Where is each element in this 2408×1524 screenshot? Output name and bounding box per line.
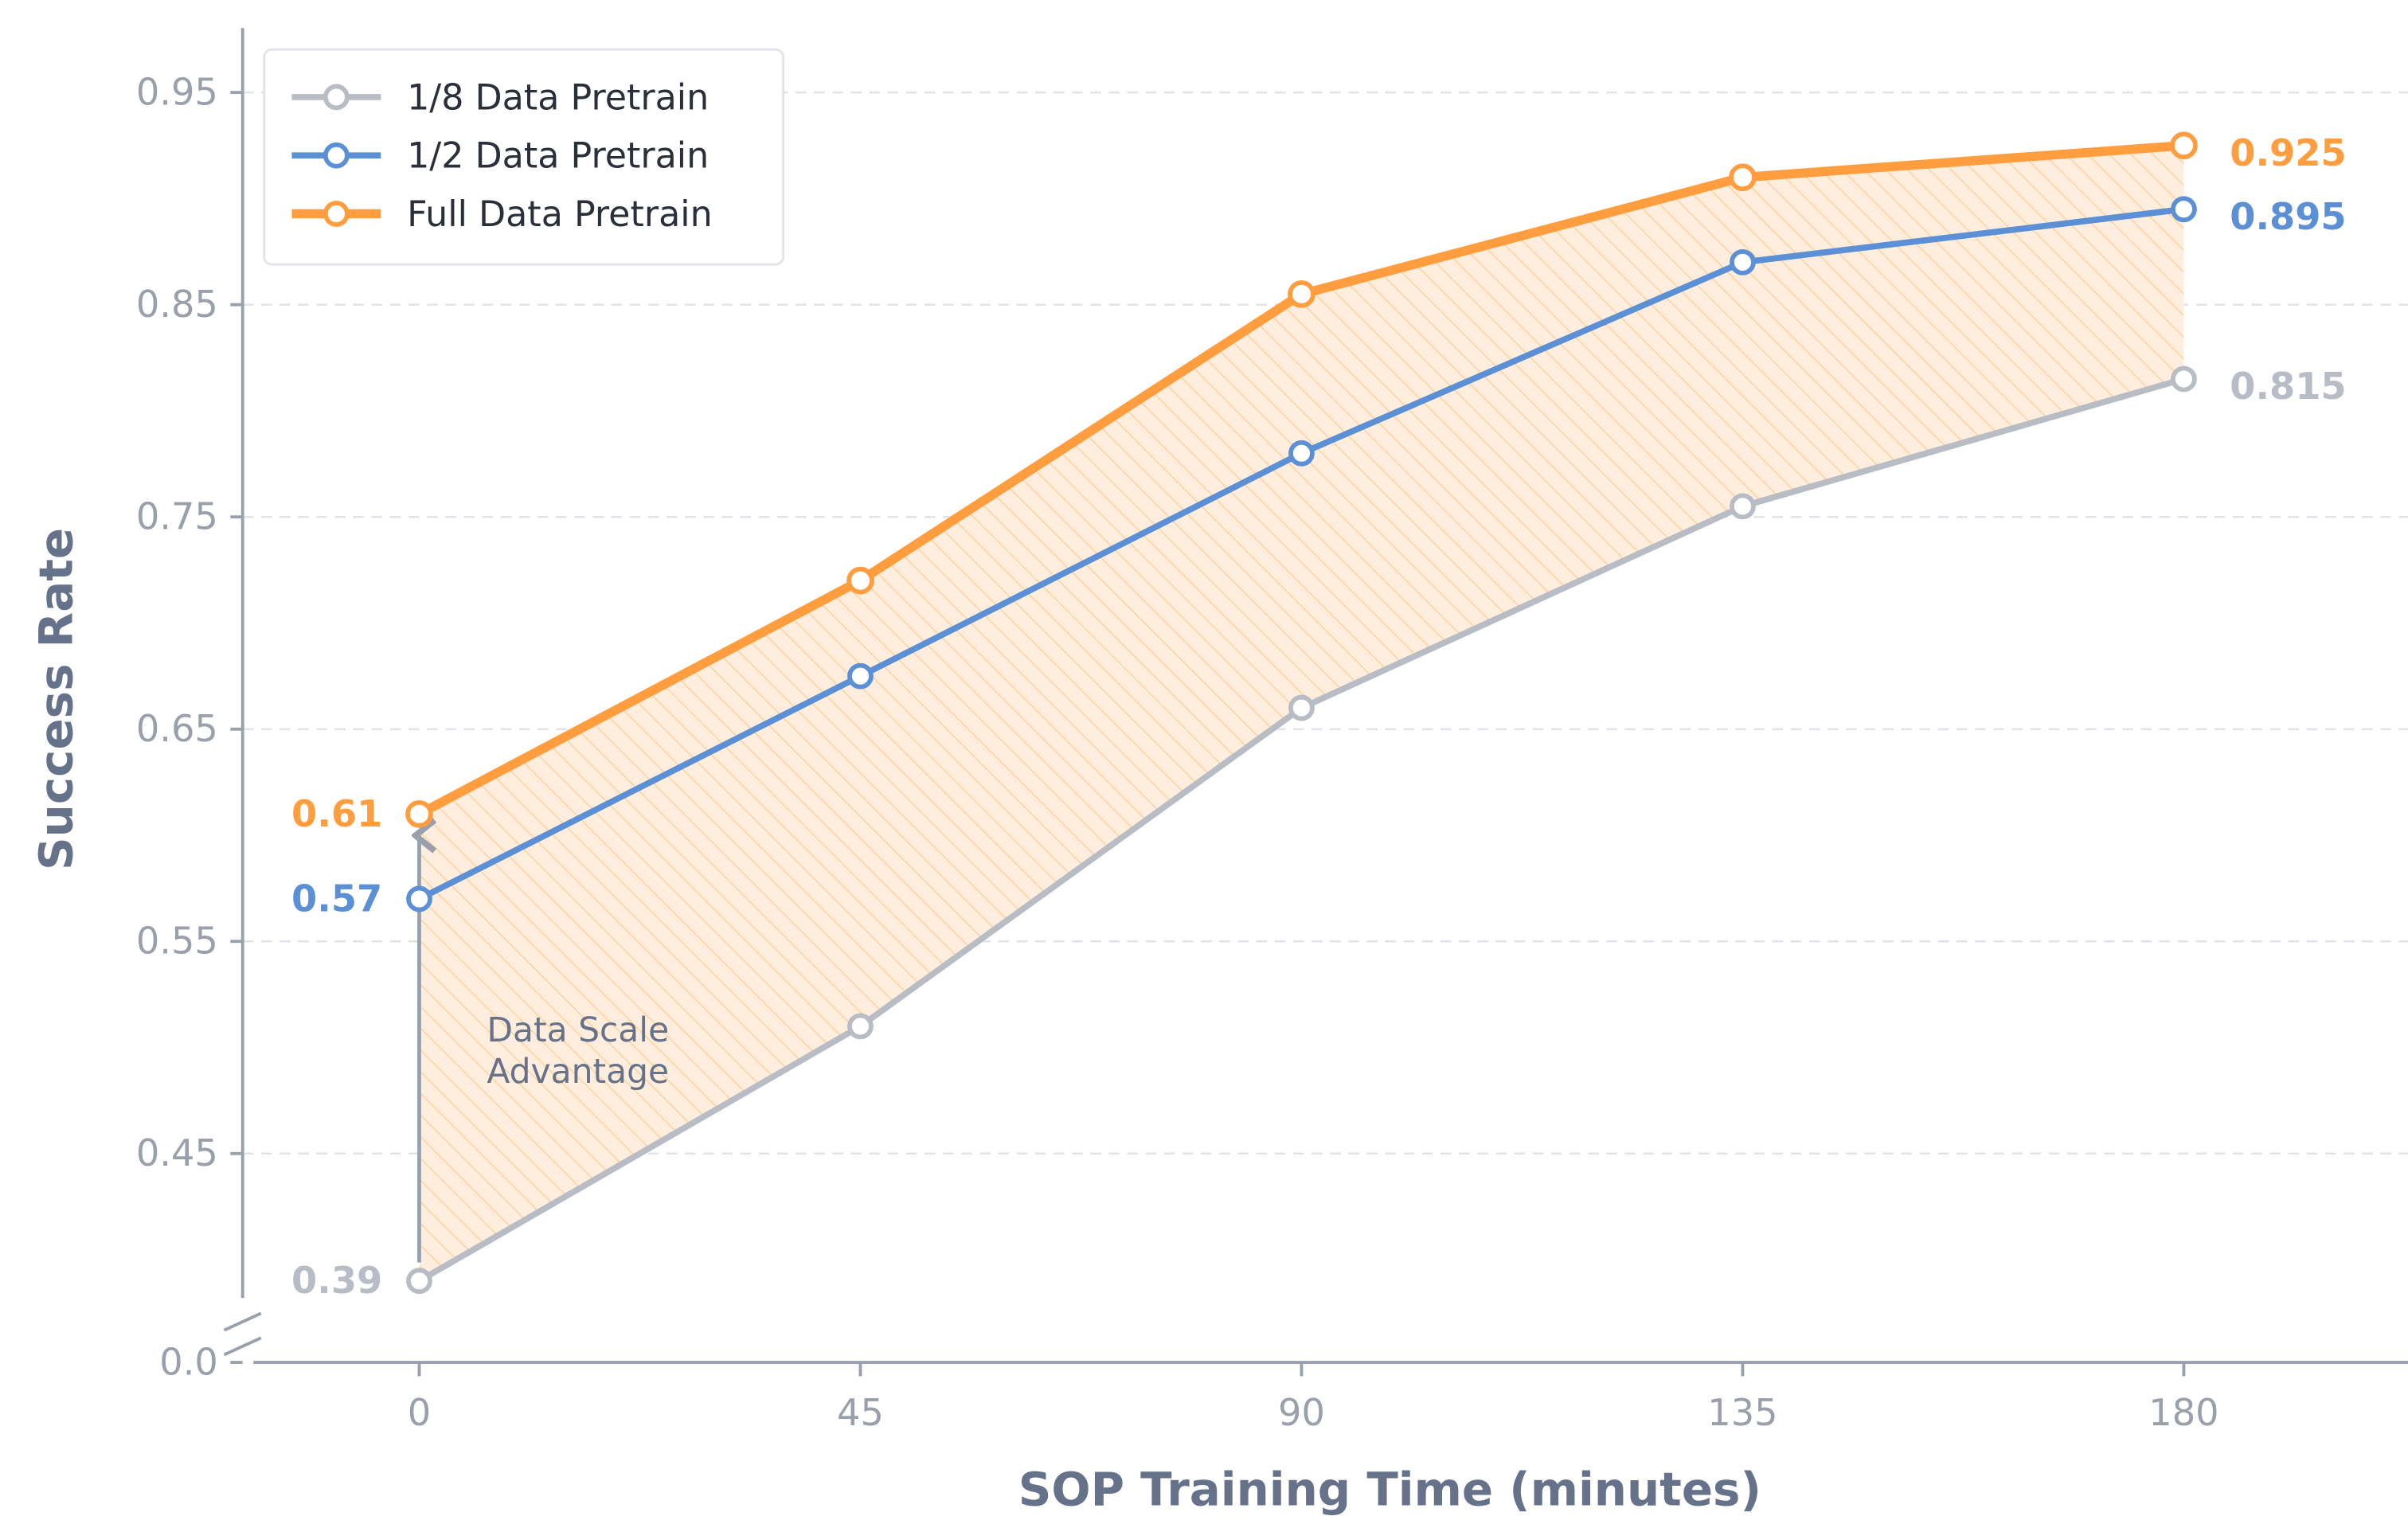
data-point (1288, 694, 1315, 721)
legend-label: Full Data Pretrain (407, 194, 713, 235)
data-point (1730, 493, 1756, 520)
tick-labels: 0.0 0.45 0.55 0.65 0.75 0.85 0.95 0 45 90 135 180 (136, 71, 2219, 1435)
data-point (1288, 279, 1315, 308)
start-value-label: 0.61 (291, 792, 382, 835)
data-point (2171, 196, 2197, 223)
y-tick-label: 0.0 (159, 1341, 218, 1384)
data-point (1730, 248, 1756, 275)
x-tick-label: 180 (2148, 1391, 2218, 1434)
axes (223, 28, 2408, 1364)
data-point (1729, 163, 1757, 192)
annotation-text-line1: Data Scale (487, 1011, 669, 1050)
data-point (846, 566, 874, 595)
end-value-label: 0.925 (2230, 131, 2346, 174)
x-tick-label: 45 (837, 1391, 884, 1434)
y-tick-label: 0.75 (136, 495, 218, 538)
data-point (2170, 131, 2198, 160)
y-tick-label: 0.55 (136, 920, 218, 963)
data-point (1288, 440, 1315, 467)
data-point (847, 662, 874, 690)
legend-marker (322, 84, 350, 111)
axis-break-mark (223, 1336, 262, 1357)
legend: 1/8 Data Pretrain 1/2 Data Pretrain Full D… (263, 48, 785, 266)
legend-box (263, 48, 785, 266)
y-axis-label: Success Rate (29, 528, 84, 870)
annotation-text-line2: Advantage (487, 1053, 669, 1092)
y-tick-label: 0.45 (136, 1131, 218, 1174)
y-tick-label: 0.65 (136, 707, 218, 750)
legend-marker (322, 201, 350, 227)
x-axis-label: SOP Training Time (minutes) (1018, 1462, 1761, 1516)
start-value-label: 0.57 (291, 877, 382, 920)
shaded-advantage-region (419, 145, 2184, 1281)
y-tick-label: 0.95 (136, 71, 218, 114)
data-point (405, 799, 433, 828)
legend-label: 1/2 Data Pretrain (407, 136, 709, 177)
x-tick-label: 0 (408, 1391, 431, 1434)
end-value-label: 0.895 (2230, 195, 2346, 238)
x-tick-label: 135 (1707, 1391, 1777, 1434)
start-value-label: 0.39 (291, 1259, 382, 1302)
axis-break-mark (223, 1311, 262, 1332)
data-point (406, 1268, 432, 1295)
end-value-label: 0.815 (2230, 365, 2346, 408)
data-point (2171, 365, 2197, 393)
series-lines: 0.39 0.815 0.57 0.895 0.61 0.925 (291, 131, 2347, 1302)
data-point (406, 885, 432, 912)
legend-marker (322, 142, 350, 169)
x-tick-label: 90 (1278, 1391, 1325, 1434)
data-point (847, 1013, 874, 1040)
y-tick-label: 0.85 (136, 283, 218, 326)
legend-label: 1/8 Data Pretrain (407, 77, 709, 118)
